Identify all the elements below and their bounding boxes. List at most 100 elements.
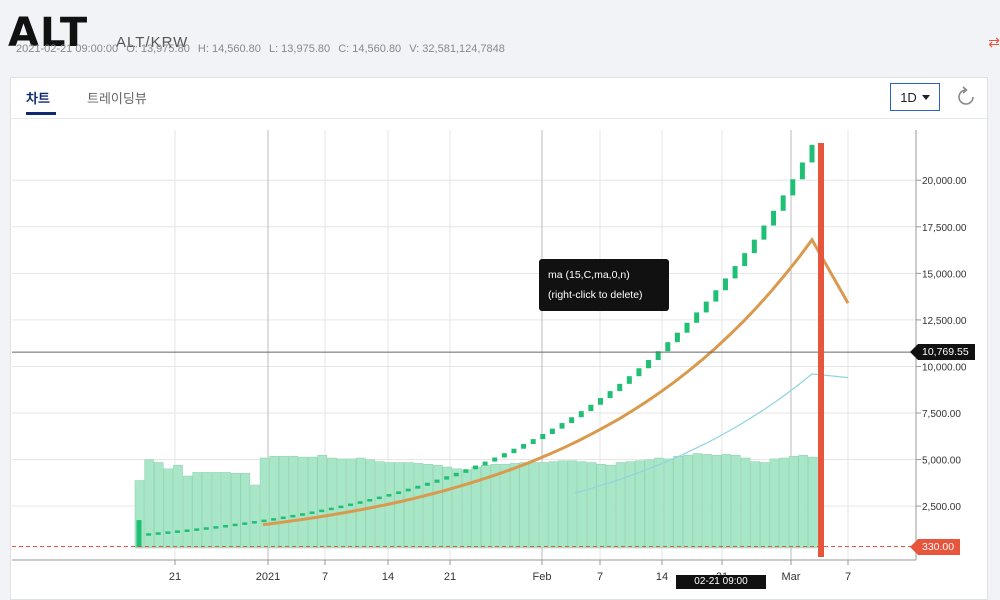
candle (742, 253, 748, 267)
volume-bar (221, 472, 231, 549)
y-tick-label: 10,000.00 (922, 362, 967, 373)
volume-bar (683, 455, 693, 549)
volume-bar (606, 464, 616, 549)
candle (242, 522, 248, 525)
candle (174, 530, 180, 533)
candle (213, 526, 219, 529)
volume-bar (615, 462, 626, 549)
volume-bar (134, 480, 145, 549)
coin-symbol: ALT (8, 10, 89, 56)
candle (713, 290, 719, 302)
candle (415, 485, 421, 489)
candle (232, 523, 238, 527)
volume-bar (509, 463, 520, 549)
tab-chart[interactable]: 차트 (26, 91, 50, 106)
volume-bar (644, 459, 655, 549)
x-tick-label: 21 (169, 571, 181, 583)
candle (319, 509, 325, 513)
candle (492, 457, 498, 462)
y-tick-label: 20,000.00 (922, 176, 967, 187)
candle (646, 359, 652, 369)
candle (251, 521, 257, 524)
volume-bar (173, 464, 183, 549)
candle (665, 342, 671, 352)
candle (146, 533, 152, 536)
candle (521, 444, 527, 449)
volume-bar (307, 456, 318, 549)
candle (386, 494, 392, 497)
candle (790, 179, 796, 196)
volume-bar (365, 459, 376, 549)
volume-bar (202, 472, 212, 549)
y-tick-label: 15,000.00 (922, 269, 967, 280)
candle (569, 417, 575, 424)
volume-bar (548, 461, 558, 549)
candle (809, 144, 815, 163)
volume-bar (413, 463, 424, 549)
candle (309, 511, 315, 514)
candle (761, 225, 767, 240)
candle (367, 499, 373, 502)
chart-tabs: 차트 트레이딩뷰 1D (11, 78, 987, 119)
x-tick-label: 7 (597, 571, 603, 583)
candle (280, 516, 286, 520)
volume-bar (327, 457, 337, 549)
volume-bar (558, 460, 568, 549)
candle (549, 428, 555, 435)
candle (799, 162, 805, 180)
volume-bar (153, 462, 164, 549)
candle (501, 453, 507, 458)
candle (405, 488, 411, 492)
indicator-tooltip: ma (15,C,ma,0,n) (right-click to delete) (539, 259, 669, 311)
volume-bar (500, 464, 510, 549)
tab-tradingview[interactable]: 트레이딩뷰 (87, 91, 147, 106)
crosshair-date-label: 02-21 09:00 (676, 575, 766, 589)
volume-bar (702, 454, 712, 549)
volume-bar (461, 469, 472, 549)
volume-bar (423, 464, 433, 549)
x-tick-label: 7 (322, 571, 328, 583)
volume-bar (394, 462, 405, 549)
candle (722, 278, 728, 291)
arrows-icon[interactable]: ⇄ (988, 34, 1000, 50)
volume-bar (625, 461, 635, 549)
ohlc-volume: V: 32,581,124,7848 (409, 43, 505, 55)
candle (703, 301, 709, 313)
volume-bar (750, 461, 760, 549)
candle (194, 528, 200, 531)
candle (328, 507, 334, 511)
candle (463, 469, 469, 473)
ohlc-datetime: 2021-02-21 09:00:00 (16, 43, 119, 55)
volume-bar (529, 462, 539, 549)
x-tick-label: 14 (656, 571, 668, 583)
candle (626, 376, 632, 384)
candle (636, 368, 642, 377)
volume-bar (654, 457, 664, 549)
x-tick-label: Mar (782, 571, 801, 583)
candle (357, 501, 363, 504)
x-tick-label: 2021 (256, 571, 280, 583)
candle (271, 518, 277, 521)
volume-bar (634, 460, 645, 549)
candle (732, 266, 738, 279)
crosshair-vertical (818, 143, 824, 557)
volume-bar (288, 455, 299, 549)
last-price-label: 10,769.55 (910, 344, 975, 360)
candle (597, 398, 603, 405)
refresh-icon[interactable] (955, 86, 977, 108)
candle (290, 514, 296, 518)
y-tick-label: 12,500.00 (922, 316, 967, 327)
candle (617, 383, 623, 392)
coin-pair: ALT/KRW (116, 34, 189, 51)
volume-bar (452, 468, 462, 549)
candle (223, 524, 229, 528)
volume-bar (432, 464, 443, 549)
candle (578, 411, 584, 418)
volume-bar (788, 455, 799, 549)
candle (684, 322, 690, 333)
volume-bar (336, 458, 347, 549)
volume-bar (596, 464, 607, 549)
interval-select[interactable]: 1D (890, 83, 940, 111)
volume-bar (577, 461, 587, 549)
